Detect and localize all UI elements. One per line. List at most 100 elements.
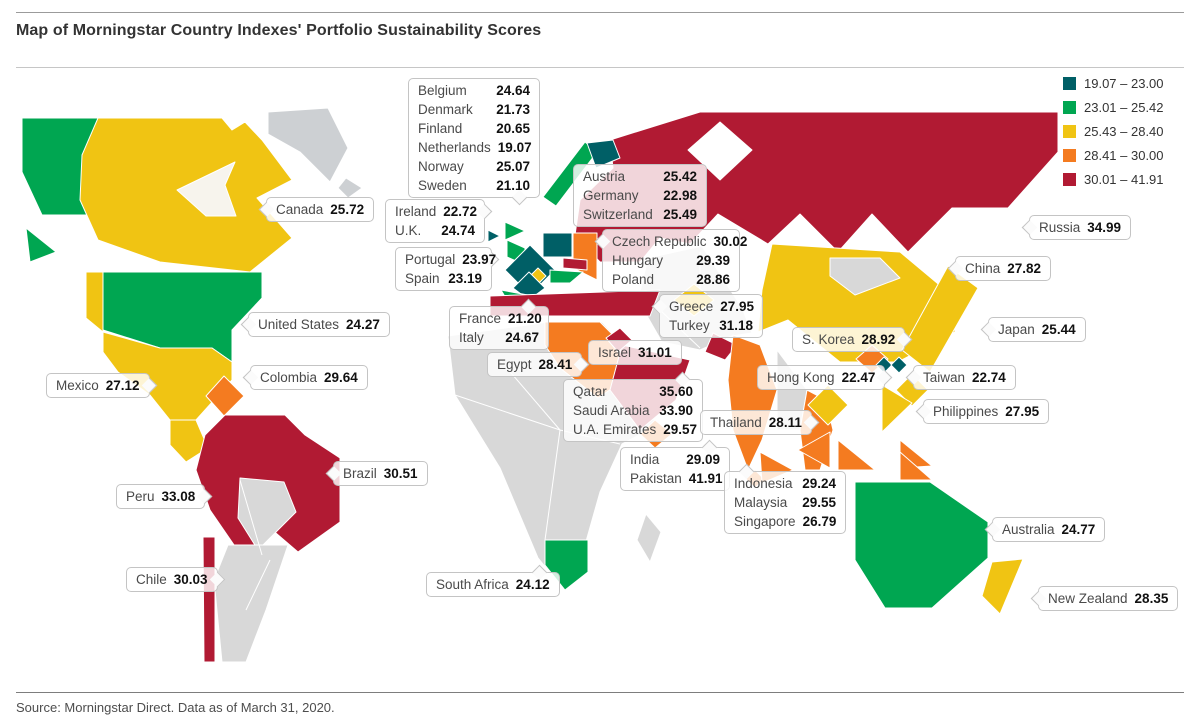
region-mongolia bbox=[829, 257, 901, 296]
region-us-west bbox=[85, 271, 104, 333]
country-name: Switzerland bbox=[583, 207, 653, 222]
region-japan bbox=[901, 265, 979, 373]
country-name: United States bbox=[258, 317, 340, 332]
country-score: 24.67 bbox=[505, 330, 539, 345]
country-row: Pakistan 41.91 bbox=[630, 469, 723, 488]
legend-range: 28.41 – 30.00 bbox=[1084, 147, 1164, 163]
country-score: 29.55 bbox=[802, 495, 836, 510]
label-austria-germany-switzerland: Austria 25.42 Germany 22.98 Switzerland 25.49 bbox=[573, 164, 707, 227]
country-row: Turkey 31.18 bbox=[669, 316, 753, 335]
legend-swatch bbox=[1063, 100, 1076, 114]
country-name: Denmark bbox=[418, 102, 473, 117]
country-score: 25.49 bbox=[663, 207, 697, 222]
country-name: Czech Republic bbox=[612, 234, 707, 249]
country-name: Finland bbox=[418, 121, 463, 136]
country-score: 31.01 bbox=[638, 345, 672, 360]
legend-range: 30.01 – 41.91 bbox=[1084, 171, 1164, 187]
country-row: Egypt 28.41 bbox=[497, 355, 572, 374]
callout-tail bbox=[242, 369, 259, 386]
country-score: 24.12 bbox=[515, 577, 550, 592]
callout-tail bbox=[947, 260, 964, 277]
region-australia bbox=[854, 481, 989, 609]
country-row: Chile 30.03 bbox=[136, 570, 208, 589]
label-united-states: United States 24.27 bbox=[240, 312, 390, 337]
country-row: Colombia 29.64 bbox=[260, 368, 358, 387]
callout-tail bbox=[984, 521, 1001, 538]
region-ireland bbox=[487, 229, 501, 243]
callout-tail bbox=[877, 369, 893, 386]
region-new-guinea bbox=[899, 439, 933, 469]
region-fragment bbox=[506, 239, 526, 266]
region-poland bbox=[572, 232, 598, 281]
source-rule bbox=[16, 692, 1184, 693]
country-name: Saudi Arabia bbox=[573, 403, 650, 418]
legend-item: 28.41 – 30.00 bbox=[1063, 147, 1164, 163]
country-name: Sweden bbox=[418, 178, 467, 193]
label-s-korea: S. Korea 28.92 bbox=[792, 327, 913, 352]
country-row: Hungary 29.39 bbox=[612, 251, 730, 270]
country-row: Peru 33.08 bbox=[126, 487, 195, 506]
country-score: 34.99 bbox=[1087, 220, 1122, 235]
country-name: Hong Kong bbox=[767, 370, 835, 385]
country-row: Russia 34.99 bbox=[1039, 218, 1121, 237]
label-mexico: Mexico 27.12 bbox=[46, 373, 157, 398]
country-row: Poland 28.86 bbox=[612, 270, 730, 289]
label-thailand: Thailand 28.11 bbox=[700, 410, 820, 435]
region-austria-switzerland bbox=[549, 269, 584, 284]
country-score: 25.72 bbox=[330, 202, 365, 217]
country-row: Greece 27.95 bbox=[669, 297, 754, 316]
country-name: China bbox=[965, 261, 1001, 276]
label-taiwan: Taiwan 22.74 bbox=[905, 365, 1016, 390]
legend-range: 23.01 – 25.42 bbox=[1084, 99, 1164, 115]
source-note: Source: Morningstar Direct. Data as of M… bbox=[16, 700, 335, 715]
country-row: Israel 31.01 bbox=[598, 343, 672, 362]
country-name: Netherlands bbox=[418, 140, 491, 155]
country-row: New Zealand 28.35 bbox=[1048, 589, 1168, 608]
country-score: 33.08 bbox=[161, 489, 196, 504]
country-score: 28.11 bbox=[768, 415, 802, 430]
country-score: 29.64 bbox=[324, 370, 358, 385]
country-score: 29.57 bbox=[663, 422, 698, 437]
country-score: 22.98 bbox=[663, 188, 697, 203]
region-java-borneo bbox=[837, 439, 876, 471]
region-united-states bbox=[102, 271, 263, 363]
country-name: Chile bbox=[136, 572, 167, 587]
label-india-pakistan: India 29.09 Pakistan 41.91 bbox=[620, 439, 730, 491]
country-name: Indonesia bbox=[734, 476, 793, 491]
country-score: 28.92 bbox=[861, 332, 896, 347]
country-score: 27.95 bbox=[1005, 404, 1040, 419]
country-score: 25.07 bbox=[496, 159, 530, 174]
callout-tail bbox=[1030, 590, 1047, 607]
country-score: 23.97 bbox=[462, 252, 497, 267]
country-row: U.K. 24.74 bbox=[395, 221, 475, 240]
country-score: 35.60 bbox=[659, 384, 693, 399]
country-row: Saudi Arabia 33.90 bbox=[573, 401, 693, 420]
label-hong-kong: Hong Kong 22.47 bbox=[757, 365, 893, 390]
callout-tail bbox=[980, 321, 997, 338]
country-score: 41.91 bbox=[688, 471, 723, 486]
country-name: Poland bbox=[612, 272, 655, 287]
country-score: 24.77 bbox=[1061, 522, 1096, 537]
legend: 19.07 – 23.00 23.01 – 25.42 25.43 – 28.40 2… bbox=[1063, 76, 1164, 196]
country-row: United States 24.27 bbox=[258, 315, 380, 334]
label-colombia: Colombia 29.64 bbox=[242, 365, 368, 390]
region-philippines bbox=[881, 384, 913, 433]
country-name: Qatar bbox=[573, 384, 607, 399]
label-peru: Peru 33.08 bbox=[116, 484, 213, 509]
country-row: Germany 22.98 bbox=[583, 186, 697, 205]
region-canada bbox=[79, 117, 293, 273]
country-score: 22.72 bbox=[443, 204, 478, 219]
country-name: Israel bbox=[598, 345, 632, 360]
country-name: Pakistan bbox=[630, 471, 682, 486]
country-score: 19.07 bbox=[497, 140, 532, 155]
legend-range: 25.43 – 28.40 bbox=[1084, 123, 1164, 139]
country-row: Indonesia 29.24 bbox=[734, 474, 836, 493]
country-name: New Zealand bbox=[1048, 591, 1128, 606]
label-indonesia-malaysia-singapore: Indonesia 29.24 Malaysia 29.55 Singapore 26.7… bbox=[724, 463, 846, 534]
country-name: Singapore bbox=[734, 514, 796, 529]
page-title: Map of Morningstar Country Indexes' Port… bbox=[16, 22, 542, 39]
label-qatar-saudi-uae: Qatar 35.60 Saudi Arabia 33.90 U.A. Emirates… bbox=[563, 371, 703, 442]
country-score: 28.86 bbox=[696, 272, 730, 287]
country-name: Brazil bbox=[343, 466, 377, 481]
label-portugal-spain: Portugal 23.97 Spain 23.19 bbox=[395, 247, 500, 291]
